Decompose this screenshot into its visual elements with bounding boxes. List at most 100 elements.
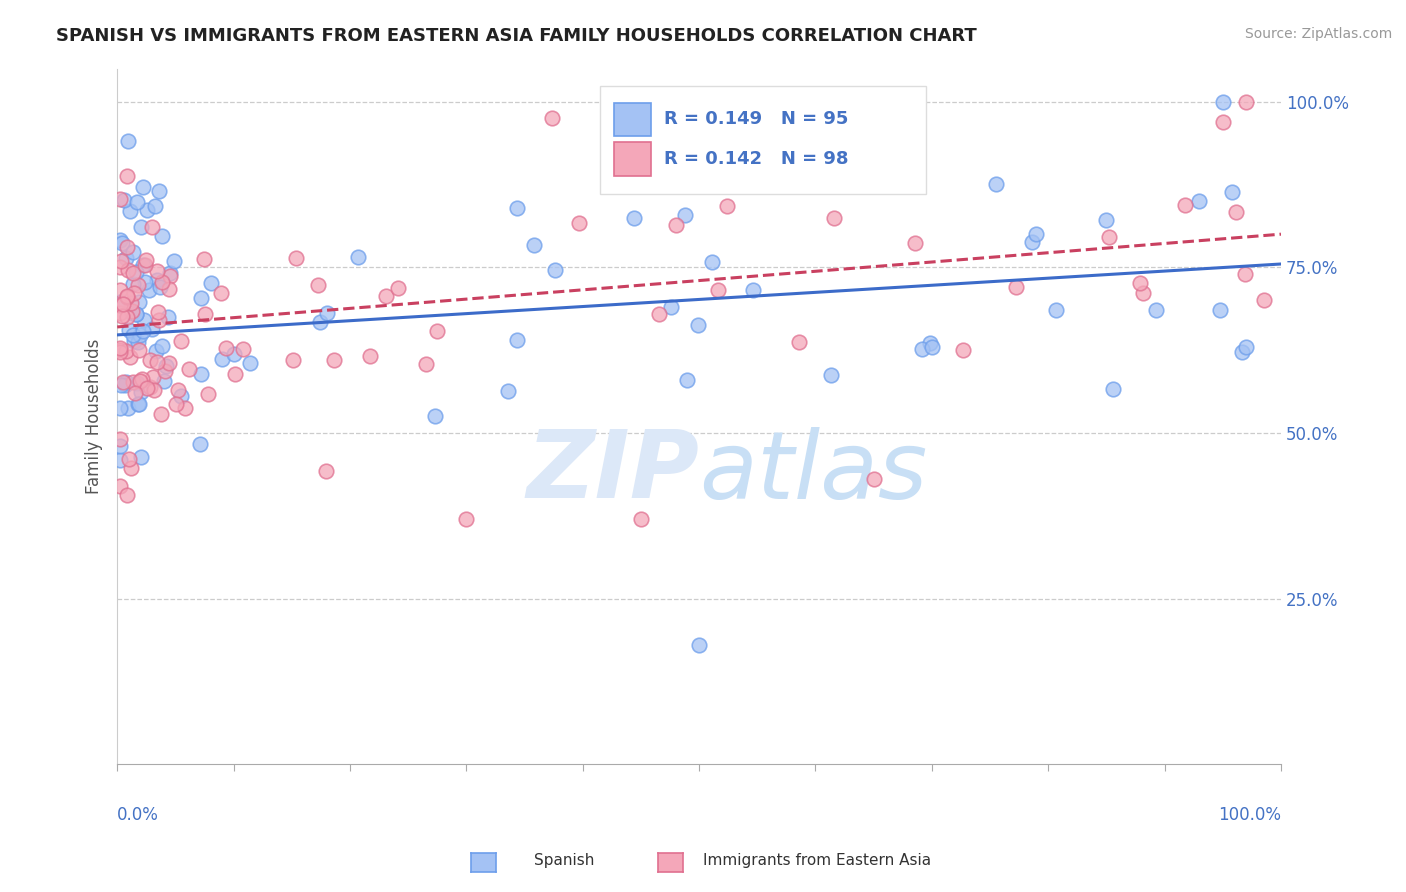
Point [148, 184, 170, 198]
Point [157, 282, 180, 296]
Point [1212, 95, 1234, 109]
Point [108, 439, 131, 453]
Point [122, 334, 145, 348]
Point [127, 334, 149, 349]
Point [120, 295, 142, 310]
Point [165, 397, 187, 411]
Point [200, 276, 222, 290]
Point [141, 321, 163, 335]
Point [108, 298, 131, 312]
Point [1102, 382, 1125, 396]
Point [143, 384, 166, 398]
Point [415, 357, 437, 371]
Point [702, 254, 724, 268]
Point [128, 295, 150, 310]
Point [544, 263, 567, 277]
Point [121, 303, 143, 318]
Point [122, 244, 145, 259]
Point [315, 464, 337, 478]
Point [359, 349, 381, 363]
Point [111, 375, 134, 389]
Point [190, 368, 212, 382]
Point [232, 342, 254, 356]
Point [114, 343, 136, 358]
Point [148, 312, 170, 326]
Point [141, 220, 163, 235]
Point [129, 450, 152, 464]
Point [984, 177, 1007, 191]
Point [127, 278, 149, 293]
Point [174, 401, 197, 415]
Point [188, 437, 211, 451]
Point [117, 401, 139, 415]
Point [862, 472, 884, 486]
Point [285, 251, 308, 265]
Point [1188, 194, 1211, 208]
Point [108, 432, 131, 446]
Point [1132, 286, 1154, 301]
Point [138, 283, 160, 297]
Point [115, 310, 138, 324]
Point [120, 460, 142, 475]
Point [121, 266, 143, 280]
Point [143, 199, 166, 213]
Point [673, 208, 696, 222]
Point [1209, 302, 1232, 317]
Point [111, 309, 134, 323]
Point [170, 389, 193, 403]
Point [820, 368, 842, 383]
Point [920, 336, 942, 351]
Point [375, 288, 398, 302]
Point [108, 401, 131, 416]
Point [108, 283, 131, 297]
Point [426, 324, 449, 338]
Point [540, 112, 562, 126]
Point [1174, 198, 1197, 212]
Point [506, 333, 529, 347]
Point [659, 300, 682, 314]
Point [1025, 227, 1047, 242]
Point [135, 202, 157, 217]
Point [122, 375, 145, 389]
Point [122, 285, 145, 300]
Bar [614, 142, 651, 176]
Point [108, 233, 131, 247]
Point [127, 397, 149, 411]
Point [108, 192, 131, 206]
Point [676, 373, 699, 387]
Point [111, 296, 134, 310]
Point [1225, 205, 1247, 219]
Point [125, 265, 148, 279]
Point [112, 193, 135, 207]
Point [127, 376, 149, 390]
Point [135, 381, 157, 395]
Point [139, 379, 162, 393]
Point [125, 307, 148, 321]
Point [425, 409, 447, 423]
Point [224, 367, 246, 381]
Point [110, 377, 132, 392]
Point [149, 280, 172, 294]
Point [315, 306, 337, 320]
Bar [614, 103, 651, 136]
Point [157, 356, 180, 370]
Point [211, 352, 233, 367]
Point [921, 340, 943, 354]
Point [568, 216, 591, 230]
Point [688, 638, 710, 652]
Point [117, 263, 139, 277]
Point [115, 289, 138, 303]
Point [910, 342, 932, 356]
Point [194, 307, 217, 321]
Point [647, 307, 669, 321]
Point [506, 201, 529, 215]
Point [153, 363, 176, 377]
Point [193, 252, 215, 267]
Point [108, 260, 131, 275]
Text: SPANISH VS IMMIGRANTS FROM EASTERN ASIA FAMILY HOUSEHOLDS CORRELATION CHART: SPANISH VS IMMIGRANTS FROM EASTERN ASIA … [56, 27, 977, 45]
Point [322, 352, 344, 367]
Point [132, 258, 155, 272]
Point [115, 290, 138, 304]
Point [108, 306, 131, 320]
Point [120, 204, 142, 219]
